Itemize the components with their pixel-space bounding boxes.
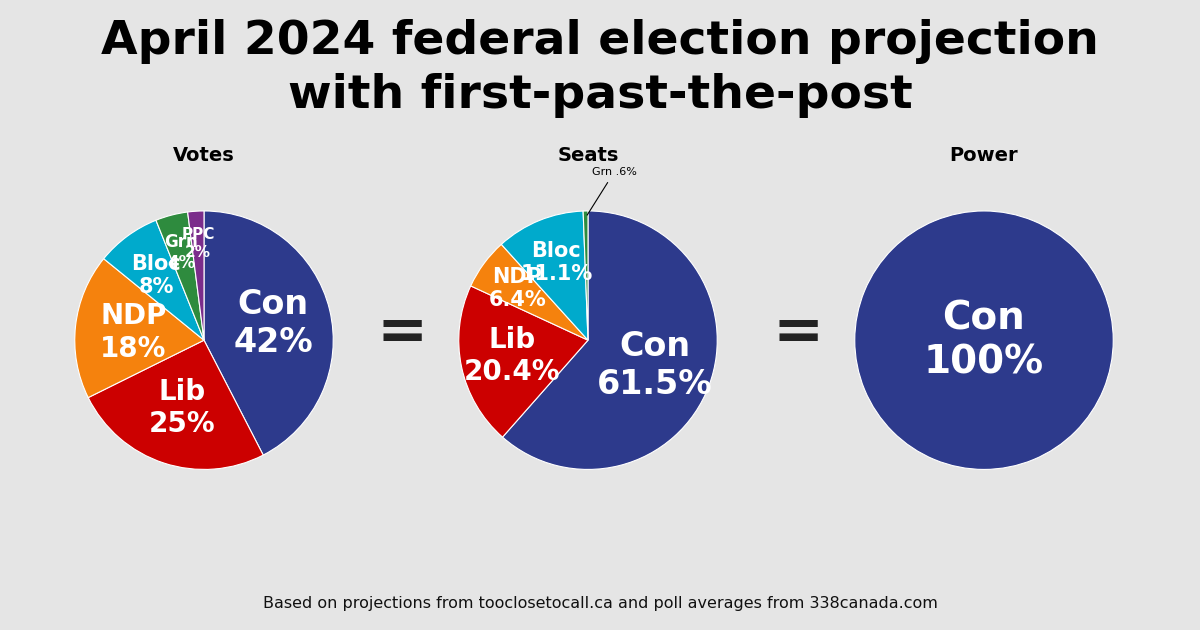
Wedge shape [854,211,1114,469]
Wedge shape [470,244,588,340]
Text: NDP
18%: NDP 18% [100,302,167,362]
Text: PPC
2%: PPC 2% [181,227,215,260]
Wedge shape [74,259,204,398]
Wedge shape [204,211,334,455]
Text: Grn
4%: Grn 4% [164,233,198,272]
Wedge shape [103,220,204,340]
Text: =: = [773,304,823,364]
Wedge shape [502,211,588,340]
Text: Con
61.5%: Con 61.5% [596,329,713,401]
Text: Grn .6%: Grn .6% [587,168,636,215]
Text: =: = [377,304,427,364]
Text: Con
100%: Con 100% [924,299,1044,381]
Text: Bloc
11.1%: Bloc 11.1% [521,241,593,284]
Text: Con
42%: Con 42% [233,288,313,359]
Title: Seats: Seats [557,146,619,165]
Text: Lib
20.4%: Lib 20.4% [464,326,560,386]
Text: April 2024 federal election projection
with first-past-the-post: April 2024 federal election projection w… [101,19,1099,118]
Wedge shape [89,340,263,469]
Wedge shape [503,211,718,469]
Title: Power: Power [949,146,1019,165]
Wedge shape [156,212,204,340]
Wedge shape [187,211,204,340]
Text: NDP
6.4%: NDP 6.4% [488,266,546,310]
Wedge shape [583,211,588,340]
Text: Lib
25%: Lib 25% [149,377,215,438]
Text: Bloc
8%: Bloc 8% [132,254,181,297]
Wedge shape [458,286,588,437]
Title: Votes: Votes [173,146,235,165]
Text: Based on projections from tooclosetocall.ca and poll averages from 338canada.com: Based on projections from tooclosetocall… [263,596,937,611]
